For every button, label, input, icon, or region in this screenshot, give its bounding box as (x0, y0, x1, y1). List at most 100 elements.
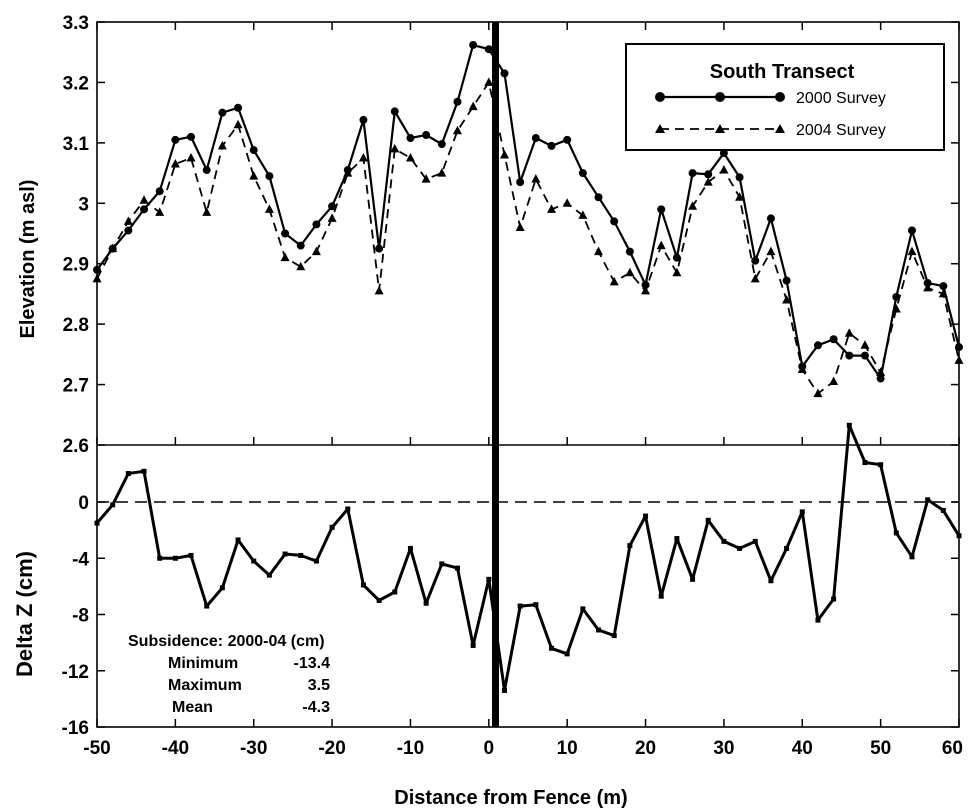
point-2004 (437, 168, 447, 177)
point-delta-z (360, 582, 366, 588)
point-2004 (923, 282, 933, 292)
point-2000 (375, 244, 384, 253)
elevation-panel: 2.7 2.8 2.9 3 3.1 3.2 3.3 Elevation (m asl) So… (17, 13, 964, 398)
stat-label-mean: Mean (172, 699, 213, 716)
point-delta-z (846, 422, 852, 428)
point-delta-z (596, 627, 602, 633)
point-delta-z (501, 687, 507, 693)
point-2004 (547, 204, 557, 213)
point-2004 (390, 143, 400, 153)
point-delta-z (690, 576, 696, 582)
point-2004 (578, 210, 588, 219)
point-delta-z (157, 555, 163, 561)
point-2000 (140, 205, 149, 214)
point-2000 (187, 132, 196, 141)
point-2004 (594, 246, 604, 256)
point-2000 (704, 170, 713, 179)
point-2004 (280, 252, 290, 262)
delta-z-line (95, 423, 961, 692)
point-2004 (233, 119, 243, 129)
point-delta-z (407, 545, 413, 551)
point-2000 (563, 135, 572, 144)
point-2000 (359, 115, 368, 124)
y-tick-label-delta-z: -4 (72, 549, 89, 570)
point-delta-z (470, 642, 476, 648)
point-2000 (171, 135, 180, 144)
x-tick-label: 30 (713, 738, 734, 759)
point-2000 (469, 40, 478, 49)
point-2000 (312, 220, 321, 229)
legend-marker-2000 (715, 92, 725, 102)
point-2000 (625, 247, 634, 256)
point-2000 (155, 187, 164, 196)
point-delta-z (110, 502, 116, 508)
point-2004 (562, 198, 572, 207)
point-delta-z (862, 460, 868, 466)
point-2000 (234, 103, 243, 112)
point-delta-z (658, 593, 664, 599)
point-2004 (170, 159, 180, 168)
legend-marker-2004 (715, 124, 725, 133)
point-delta-z (141, 468, 147, 474)
y-tick-label-delta-z: -16 (62, 718, 89, 739)
point-2000 (876, 374, 885, 383)
point-2000 (860, 351, 869, 360)
point-2004 (515, 222, 525, 231)
point-2000 (484, 45, 493, 54)
point-2004 (703, 177, 713, 186)
point-delta-z (627, 543, 633, 549)
point-delta-z (486, 576, 492, 582)
point-2000 (672, 253, 681, 262)
point-delta-z (533, 602, 539, 608)
point-delta-z (768, 578, 774, 584)
x-axis-title: Distance from Fence (m) (394, 787, 627, 809)
point-2000 (547, 141, 556, 150)
point-2004 (202, 207, 212, 216)
point-2004 (750, 273, 760, 283)
point-delta-z (705, 517, 711, 523)
x-tick-label: -10 (397, 738, 424, 759)
distance-x-axis: -50 -40 -30 -20 -10 0 10 20 30 40 50 60 (83, 22, 963, 759)
legend-label-2000: 2000 Survey (796, 90, 886, 107)
point-2004 (405, 152, 415, 162)
point-delta-z (204, 603, 210, 609)
series-line-2004 (96, 80, 960, 395)
point-delta-z (423, 600, 429, 606)
point-2004 (264, 204, 274, 213)
point-2000 (108, 244, 117, 253)
point-delta-z (298, 552, 304, 558)
point-2000 (218, 108, 227, 117)
y-tick-label-delta-z: -12 (62, 662, 89, 683)
point-delta-z (266, 572, 272, 578)
point-2004 (625, 267, 635, 277)
point-2000 (265, 172, 274, 181)
point-delta-z (674, 536, 680, 542)
x-tick-label: 40 (792, 738, 813, 759)
point-delta-z (251, 558, 257, 564)
point-2004 (829, 376, 839, 386)
point-2000 (923, 279, 932, 288)
point-2000 (343, 166, 352, 175)
subsidence-title: Subsidence: 2000-04 (cm) (128, 633, 325, 650)
legend-marker-2004 (655, 124, 665, 133)
point-2004 (358, 152, 368, 162)
point-2004 (421, 174, 431, 183)
point-2004 (217, 140, 227, 150)
legend-marker-2000 (775, 92, 785, 102)
point-2004 (782, 294, 792, 304)
x-tick-label: 50 (870, 738, 891, 759)
point-2000 (437, 140, 446, 149)
point-2000 (453, 97, 462, 106)
point-2004 (844, 328, 854, 337)
point-2000 (907, 226, 916, 235)
point-2004 (672, 267, 682, 277)
y-tick-label-elevation: 3.3 (63, 13, 89, 34)
point-delta-z (439, 561, 445, 567)
stat-value-minimum: -13.4 (294, 655, 331, 672)
point-2004 (688, 201, 698, 210)
point-delta-z (784, 545, 790, 551)
point-2000 (657, 205, 666, 214)
point-delta-z (940, 507, 946, 513)
point-2004 (766, 246, 776, 256)
point-2000 (751, 256, 760, 265)
